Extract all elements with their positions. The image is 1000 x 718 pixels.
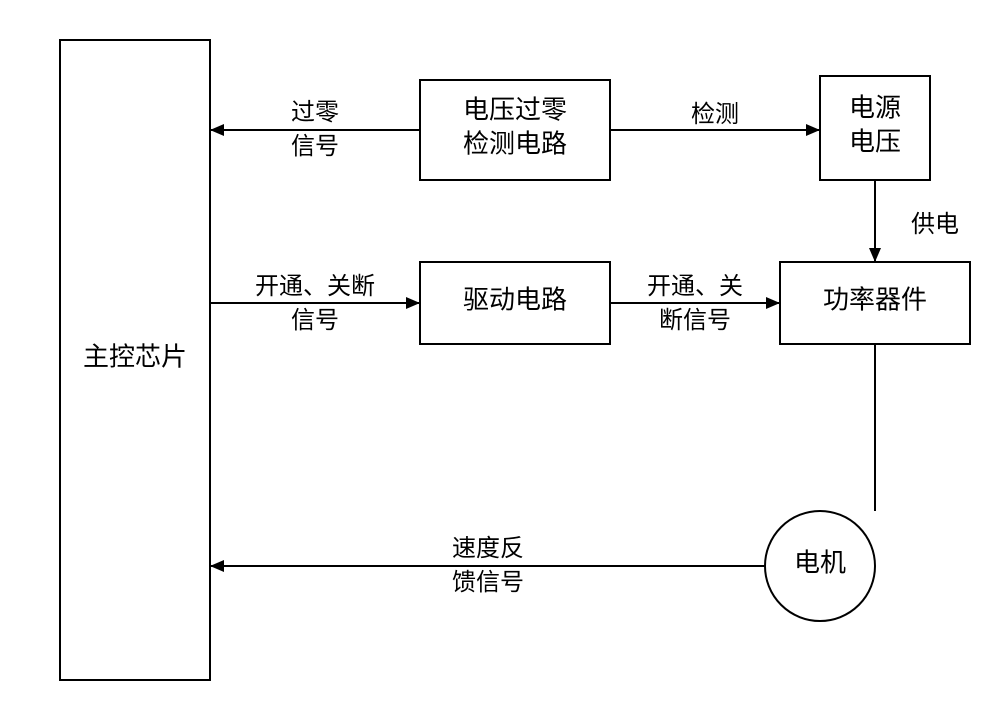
edge-e_mcu_drive-label-1: 信号 <box>291 307 339 334</box>
arrowhead <box>406 297 420 309</box>
arrowhead <box>210 124 224 136</box>
node-psu-label-line-1: 电压 <box>849 127 901 156</box>
edge-e_motor_mcu-label-1: 馈信号 <box>452 569 524 596</box>
arrowhead <box>766 297 780 309</box>
edge-e_zcd_mcu-label-0: 过零 <box>291 99 339 126</box>
edge-e_drive_power-label-0: 开通、关 <box>647 273 743 300</box>
edge-e_psu_power-label-0: 供电 <box>911 211 959 238</box>
node-zcd-label-line-1: 检测电路 <box>463 129 567 158</box>
edge-e_drive_power-label-1: 断信号 <box>659 307 731 334</box>
arrowhead <box>869 248 881 262</box>
edge-e_zcd_psu-label-0: 检测 <box>691 101 739 128</box>
edge-e_motor_mcu-label-0: 速度反 <box>452 535 524 562</box>
node-motor-label-line-0: 电机 <box>794 548 846 577</box>
node-power-label-line-0: 功率器件 <box>823 285 927 314</box>
node-mcu-label-line-0: 主控芯片 <box>83 342 187 371</box>
edge-e_mcu_drive-label-0: 开通、关断 <box>255 273 375 300</box>
edge-e_zcd_mcu-label-1: 信号 <box>291 133 339 160</box>
node-drive-label-line-0: 驱动电路 <box>463 285 567 314</box>
node-psu-label-line-0: 电源 <box>849 93 901 122</box>
arrowhead <box>806 124 820 136</box>
node-zcd-label-line-0: 电压过零 <box>463 95 567 124</box>
arrowhead <box>210 560 224 572</box>
